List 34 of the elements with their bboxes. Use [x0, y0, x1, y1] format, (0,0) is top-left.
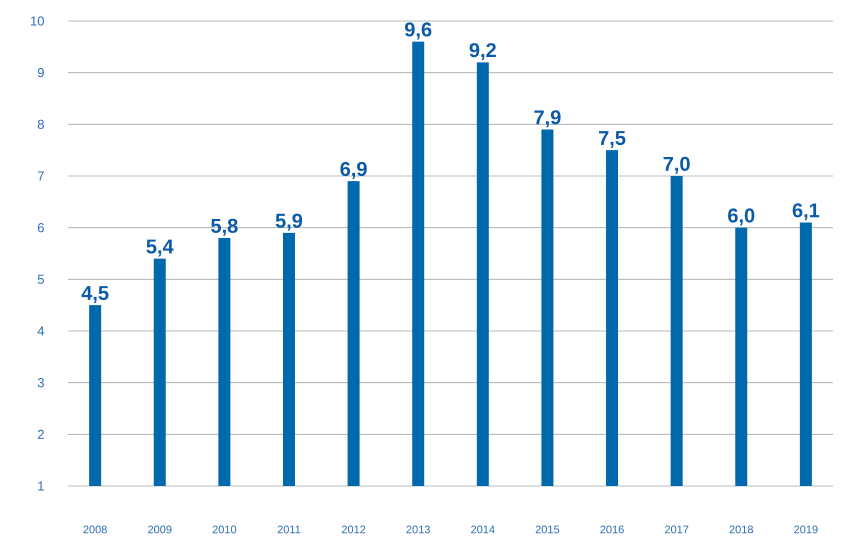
data-label: 7,5 — [599, 131, 626, 148]
data-label: 7,9 — [534, 110, 561, 128]
x-tick-label: 2015 — [536, 526, 560, 534]
y-tick-label: 1 — [38, 482, 44, 490]
x-tick-label: 2011 — [278, 526, 300, 534]
data-label: 5,8 — [211, 218, 238, 236]
x-tick-label: 2017 — [664, 526, 688, 534]
y-tick-label: 9 — [38, 68, 44, 78]
x-tick-label: 2019 — [794, 526, 818, 534]
data-label: 5,9 — [276, 214, 302, 231]
data-label: 5,4 — [146, 240, 174, 256]
data-label: 9,6 — [404, 22, 432, 40]
data-label: 6,9 — [340, 162, 367, 179]
x-tick-label: 2013 — [406, 526, 430, 534]
y-tick-label: 7 — [38, 172, 44, 180]
data-label: 4,5 — [82, 286, 108, 303]
y-tick-label: 5 — [38, 274, 44, 284]
data-label: 7,0 — [664, 156, 690, 174]
x-tick-label: 2009 — [148, 526, 172, 534]
x-tick-label: 2012 — [342, 526, 366, 534]
y-tick-label: 3 — [38, 378, 44, 388]
x-tick-label: 2010 — [212, 526, 236, 534]
y-tick-label: 10 — [31, 16, 44, 26]
data-label: 6,0 — [728, 208, 754, 226]
x-tick-label: 2016 — [600, 526, 624, 534]
data-label: 6,1 — [792, 203, 820, 220]
x-tick-label: 2008 — [83, 526, 107, 534]
y-tick-label: 2 — [38, 430, 44, 439]
y-tick-label: 4 — [38, 326, 44, 336]
y-tick-label: 6 — [38, 223, 44, 232]
x-tick-label: 2014 — [471, 526, 495, 534]
y-tick-label: 8 — [38, 120, 44, 129]
data-label: 9,2 — [470, 43, 496, 60]
x-tick-label: 2018 — [730, 526, 754, 534]
